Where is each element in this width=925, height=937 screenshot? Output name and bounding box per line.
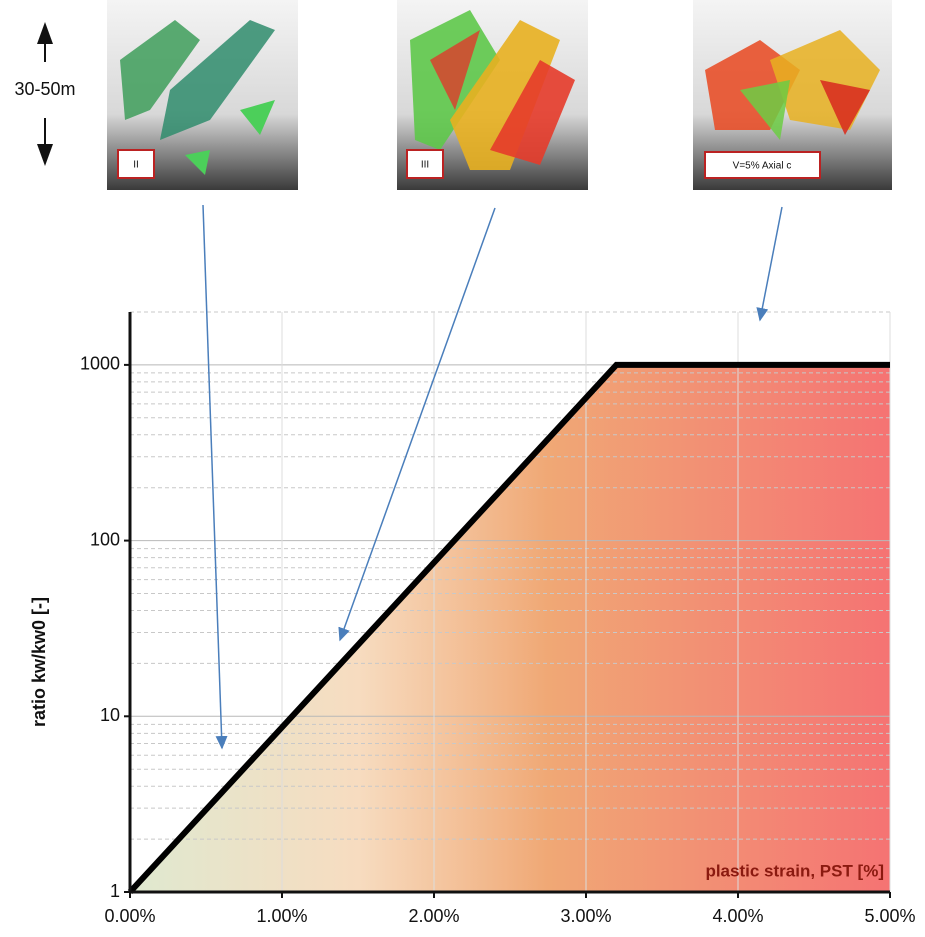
scale-indicator: 30-50m	[14, 32, 75, 156]
y-tick-label: 1000	[80, 354, 120, 374]
x-tick-label: 3.00%	[560, 906, 611, 926]
x-axis-label: plastic strain, PST [%]	[705, 861, 884, 880]
strain-area	[130, 365, 890, 892]
x-tick-label: 1.00%	[256, 906, 307, 926]
figure: 30-50m II III V=5% Axial c 1 10 100 1000 0.0…	[0, 0, 925, 937]
plot: 1 10 100 1000 0.00% 1.00% 2.00% 3.00% 4.00% 5.00%…	[29, 312, 916, 926]
x-tick-label: 5.00%	[864, 906, 915, 926]
panel: II	[107, 0, 298, 190]
y-axis-label: ratio kw/kw0 [-]	[29, 597, 49, 727]
panel: V=5% Axial c	[693, 0, 892, 190]
panel-label: III	[421, 160, 429, 171]
panel: III	[397, 0, 588, 190]
y-tick-label: 100	[90, 529, 120, 549]
y-tick-label: 1	[110, 881, 120, 901]
x-tick-label: 0.00%	[104, 906, 155, 926]
x-tick-label: 4.00%	[712, 906, 763, 926]
panel-label: II	[133, 160, 139, 171]
scale-label: 30-50m	[14, 79, 75, 99]
y-tick-label: 10	[100, 705, 120, 725]
x-tick-label: 2.00%	[408, 906, 459, 926]
panel-label: V=5% Axial c	[733, 161, 792, 172]
